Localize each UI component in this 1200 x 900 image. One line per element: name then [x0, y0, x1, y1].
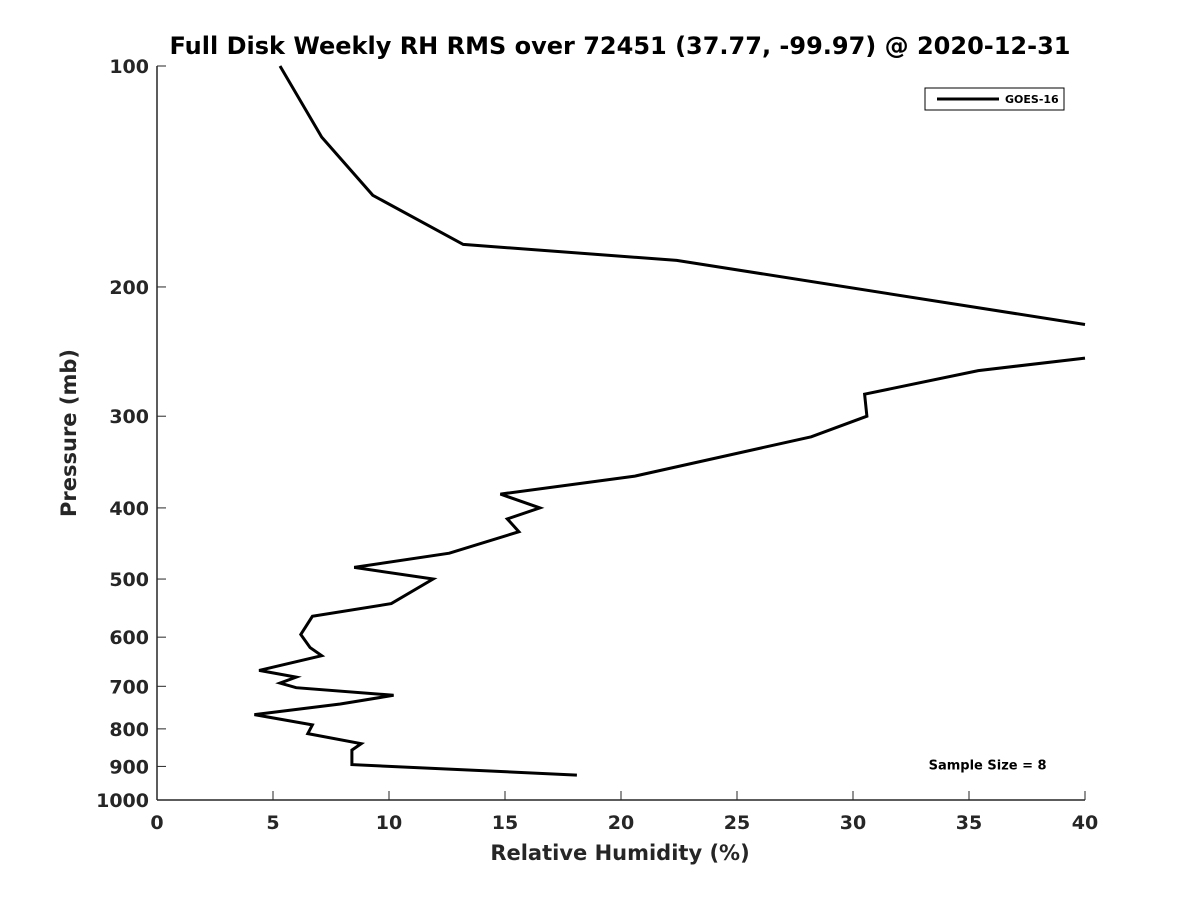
legend: GOES-16: [924, 87, 1065, 111]
y-tick-label: 100: [109, 56, 149, 78]
series-lines: [254, 65, 1086, 777]
y-tick-label: 300: [109, 406, 149, 428]
x-tick-label: 25: [724, 812, 750, 834]
x-tick-label: 40: [1072, 812, 1098, 834]
y-axis-ticks: 100 200 300 400 500 600 700 800 900 1000: [96, 56, 166, 812]
sample-size-annotation: Sample Size = 8: [929, 759, 1047, 774]
x-tick-label: 0: [150, 812, 163, 834]
x-tick-label: 10: [376, 812, 402, 834]
x-axis-label: Relative Humidity (%): [490, 841, 749, 865]
x-tick-label: 30: [840, 812, 866, 834]
x-tick-label: 15: [492, 812, 518, 834]
y-tick-label: 700: [109, 676, 149, 698]
y-tick-label: 900: [109, 756, 149, 778]
y-tick-label: 400: [109, 498, 149, 520]
y-tick-label: 200: [109, 277, 149, 299]
x-tick-label: 20: [608, 812, 634, 834]
y-tick-label: 1000: [96, 790, 149, 812]
x-tick-label: 5: [266, 812, 279, 834]
series-line-goes-16-segment-1: [278, 65, 1086, 326]
y-axis-label: Pressure (mb): [57, 349, 81, 517]
x-axis-ticks: 0 5 10 15 20 25 30 35 40: [150, 791, 1098, 834]
series-line-goes-16-segment-2: [254, 356, 1086, 777]
y-tick-label: 600: [109, 627, 149, 649]
x-tick-label: 35: [956, 812, 982, 834]
legend-label-goes-16: GOES-16: [1005, 93, 1059, 106]
y-tick-label: 800: [109, 719, 149, 741]
chart-title: Full Disk Weekly RH RMS over 72451 (37.7…: [169, 32, 1070, 60]
y-tick-label: 500: [109, 569, 149, 591]
